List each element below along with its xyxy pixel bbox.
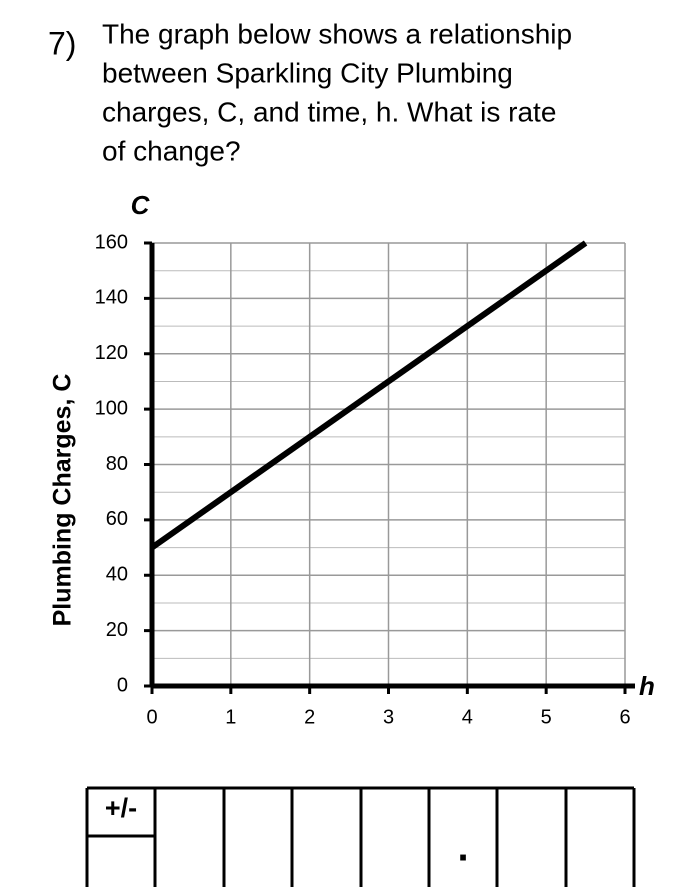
y-axis-symbol: C [131, 190, 151, 220]
decimal-point: . [457, 826, 468, 870]
x-tick-label: 2 [304, 706, 315, 728]
plot: 0 20 40 60 80 100 120 140 160 0 1 2 3 4 5 6 [95, 231, 635, 728]
data-line [150, 240, 588, 551]
y-tick-label: 40 [106, 564, 128, 586]
question-line: of change? [102, 135, 241, 166]
x-tick-label: 6 [619, 706, 630, 728]
y-tick-label: 80 [106, 453, 128, 475]
question-number: 7) [48, 25, 76, 61]
y-tick-label: 0 [117, 674, 128, 696]
y-tick-label: 160 [95, 231, 128, 253]
y-tick-label: 20 [106, 619, 128, 641]
y-axis-title: Plumbing Charges, C [49, 374, 77, 627]
x-tick-label: 0 [146, 706, 157, 728]
x-axis-symbol: h [639, 671, 655, 701]
x-tick-label: 1 [225, 706, 236, 728]
question-line: charges, C, and time, h. What is rate [102, 96, 556, 127]
y-tick-label: 100 [95, 397, 128, 419]
sign-label: +/- [105, 793, 137, 823]
question-line: The graph below shows a relationship [102, 18, 572, 49]
x-tick-label: 3 [383, 706, 394, 728]
y-tick-label: 60 [106, 508, 128, 530]
question-line: between Sparkling City Plumbing [102, 57, 513, 88]
x-tick-label: 4 [462, 706, 473, 728]
answer-grid [85, 786, 636, 887]
x-tick-label: 5 [541, 706, 552, 728]
y-tick-label: 120 [95, 342, 128, 364]
y-tick-label: 140 [95, 287, 128, 309]
